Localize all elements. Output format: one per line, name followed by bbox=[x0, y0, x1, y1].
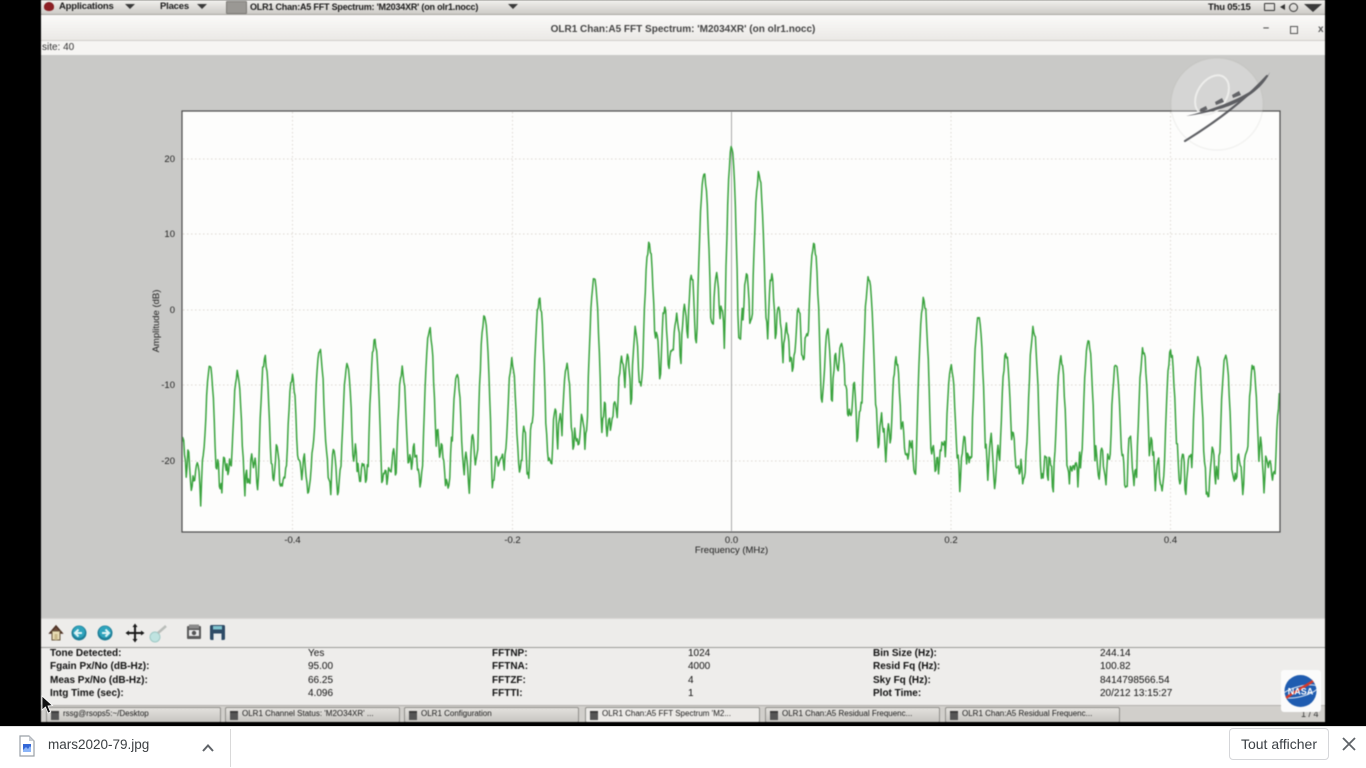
svg-text:NASA: NASA bbox=[1288, 687, 1314, 697]
svg-text:0.2: 0.2 bbox=[944, 535, 957, 546]
svg-text:0: 0 bbox=[170, 305, 175, 316]
svg-text:Amplitude (dB): Amplitude (dB) bbox=[151, 290, 162, 353]
svg-text:0.4: 0.4 bbox=[1164, 535, 1177, 546]
svg-text:-0.4: -0.4 bbox=[284, 535, 300, 546]
svg-text:-0.2: -0.2 bbox=[504, 535, 520, 546]
svg-text:Frequency (MHz): Frequency (MHz) bbox=[695, 545, 768, 556]
svg-text:0.0: 0.0 bbox=[725, 535, 738, 546]
svg-text:10: 10 bbox=[164, 229, 175, 240]
svg-text:-20: -20 bbox=[161, 456, 175, 467]
svg-text:-10: -10 bbox=[161, 380, 175, 391]
svg-text:20: 20 bbox=[164, 154, 175, 165]
